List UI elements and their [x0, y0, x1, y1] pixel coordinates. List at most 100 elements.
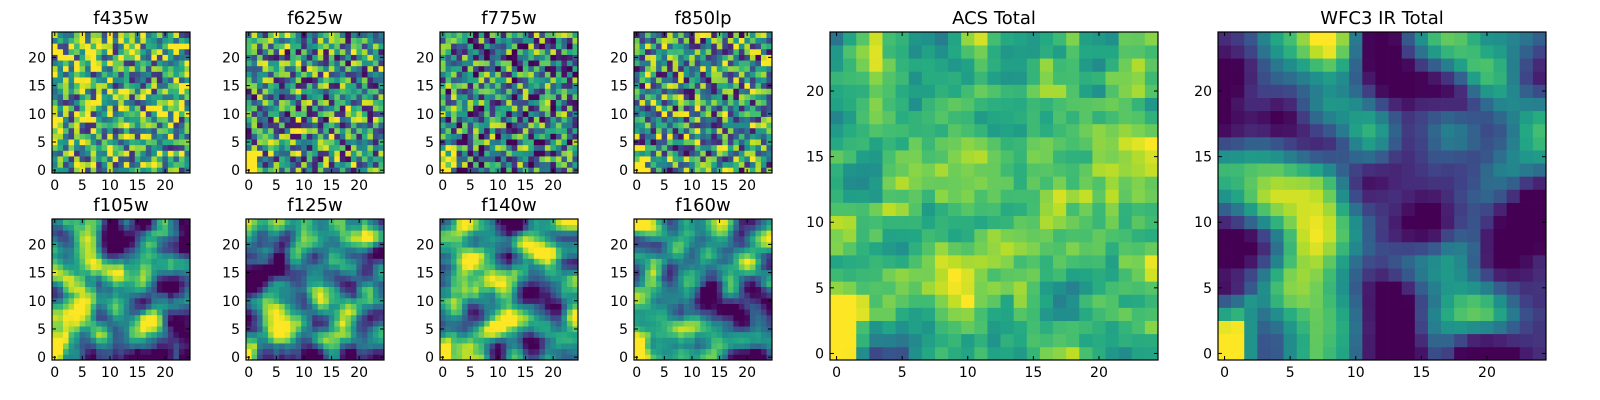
heatmap-cell [328, 297, 335, 304]
heatmap-cell [566, 230, 573, 237]
heatmap-cell [107, 150, 114, 157]
heatmap-cell [372, 82, 379, 89]
heatmap-cell [251, 144, 258, 151]
heatmap-cell [440, 303, 446, 310]
heatmap-cell [672, 292, 679, 299]
heatmap-cell [555, 275, 562, 282]
heatmap-cell [184, 292, 191, 299]
heatmap-cell [345, 269, 352, 276]
heatmap-cell [151, 82, 158, 89]
heatmap-cell [118, 269, 125, 276]
heatmap-cell [74, 348, 80, 355]
heatmap-cell [173, 65, 180, 72]
heatmap-cell [705, 94, 712, 101]
heatmap-cell [522, 348, 529, 355]
heatmap-cell [140, 161, 147, 168]
heatmap-cell [356, 241, 363, 248]
heatmap-cell [517, 88, 524, 95]
heatmap-cell [639, 331, 646, 338]
heatmap-cell [317, 127, 324, 134]
heatmap-cell [705, 133, 712, 140]
heatmap-cell [467, 230, 474, 237]
heatmap-cell [744, 88, 751, 95]
heatmap-cell [561, 88, 568, 95]
heatmap-cell [279, 258, 285, 265]
heatmap-cell [511, 127, 518, 134]
heatmap-cell [251, 88, 258, 95]
heatmap-cell [306, 230, 313, 237]
heatmap-cell [339, 326, 346, 333]
heatmap-cell [462, 116, 468, 123]
heatmap-cell [484, 82, 491, 89]
heatmap-cell [85, 235, 91, 242]
heatmap-cell [639, 309, 646, 316]
heatmap-cell [678, 144, 685, 151]
heatmap-cell [727, 161, 734, 168]
heatmap-cell [367, 348, 374, 355]
heatmap-cell [129, 144, 136, 151]
heatmap-cell [489, 281, 496, 288]
heatmap-cell [738, 127, 745, 134]
heatmap-cell [760, 309, 767, 316]
heatmap-cell [268, 269, 274, 276]
heatmap-cell [462, 314, 468, 321]
heatmap-cell [129, 303, 136, 310]
heatmap-cell [566, 54, 573, 61]
heatmap-cell [566, 116, 573, 123]
heatmap-cell [107, 297, 114, 304]
heatmap-cell [716, 110, 723, 117]
heatmap-cell [544, 37, 551, 44]
heatmap-cell [246, 314, 252, 321]
heatmap-cell [295, 219, 302, 225]
heatmap-cell [367, 116, 374, 123]
heatmap-cell [766, 88, 773, 95]
heatmap-cell [378, 144, 385, 151]
heatmap-cell [63, 122, 69, 129]
heatmap-cell [57, 241, 64, 248]
heatmap-cell [744, 297, 751, 304]
heatmap-cell [566, 354, 573, 361]
heatmap-cell [733, 48, 740, 55]
heatmap-cell [550, 297, 557, 304]
heatmap-cell [257, 281, 263, 288]
heatmap-cell [118, 348, 125, 355]
heatmap-cell [456, 269, 463, 276]
heatmap-cell [334, 292, 341, 299]
heatmap-cell [511, 88, 518, 95]
heatmap-cell [372, 230, 379, 237]
heatmap-cell [68, 337, 75, 344]
heatmap-cell [727, 110, 734, 117]
heatmap-cell [473, 230, 479, 237]
heatmap-cell [517, 224, 524, 231]
heatmap-cell [445, 71, 452, 78]
heatmap-cell [561, 224, 568, 231]
heatmap-cell [178, 297, 185, 304]
heatmap-cell [478, 105, 485, 112]
heatmap-cell [667, 297, 673, 304]
heatmap-cell [323, 264, 330, 271]
heatmap-cell [656, 314, 662, 321]
heatmap-cell [356, 65, 363, 72]
heatmap-cell [495, 247, 502, 254]
x-tick-label: 15 [323, 365, 341, 381]
heatmap-cell [672, 37, 679, 44]
heatmap-cell [533, 303, 540, 310]
heatmap-cell [489, 43, 496, 50]
heatmap-cell [79, 71, 86, 78]
heatmap-cell [550, 127, 557, 134]
heatmap-cell [572, 331, 579, 338]
heatmap-cell [506, 286, 513, 293]
heatmap-cell [68, 354, 75, 361]
heatmap-cell [356, 116, 363, 123]
heatmap-cell [140, 281, 147, 288]
heatmap-cell [52, 127, 58, 134]
heatmap-cell [145, 54, 152, 61]
heatmap-cell [257, 331, 263, 338]
heatmap-cell [506, 219, 513, 225]
heatmap-cell [361, 343, 368, 350]
heatmap-cell [134, 105, 141, 112]
heatmap-cell [511, 161, 518, 168]
heatmap-cell [738, 309, 745, 316]
heatmap-cell [52, 150, 58, 157]
heatmap-cell [112, 286, 119, 293]
